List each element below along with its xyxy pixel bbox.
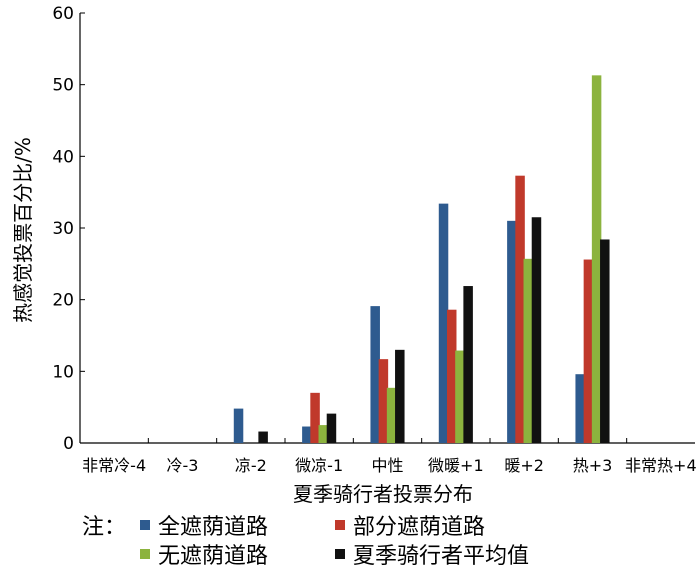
y-tick-label: 40 (52, 147, 74, 167)
bar (326, 413, 337, 443)
legend-item-average: 夏季骑行者平均值 (335, 538, 529, 570)
x-tick-label: 微凉-1 (295, 456, 343, 475)
bar (463, 286, 473, 443)
x-tick-label: 凉-2 (235, 456, 267, 475)
bar (386, 387, 397, 443)
bars (233, 75, 610, 443)
bar (302, 426, 312, 443)
legend-swatch-partial-shade (335, 520, 345, 530)
x-tick-label: 暖+2 (504, 456, 544, 475)
y-tick-label: 20 (52, 291, 74, 311)
legend-item-no-shade: 无遮荫道路 (140, 538, 268, 570)
bar (258, 431, 268, 443)
y-tick-label: 60 (52, 4, 74, 24)
bar (318, 425, 329, 443)
legend: 注： 全遮荫道路 部分遮荫道路 无遮荫道路 夏季骑行者平均值 (0, 505, 700, 569)
bar (531, 217, 542, 443)
legend-label-partial-shade: 部分遮荫道路 (353, 515, 486, 540)
legend-label-no-shade: 无遮荫道路 (158, 544, 269, 569)
legend-label-full-shade: 全遮荫道路 (158, 515, 269, 540)
bar (395, 349, 405, 443)
legend-swatch-no-shade (140, 549, 150, 559)
bar (523, 258, 534, 443)
x-axis-label: 夏季骑行者投票分布 (293, 482, 473, 506)
bar (310, 392, 320, 443)
bar (446, 309, 457, 443)
y-tick-label: 10 (52, 362, 74, 382)
bar (507, 220, 517, 443)
bar (370, 306, 380, 443)
x-tick-label: 微暖+1 (428, 456, 484, 475)
x-tick-label: 热+3 (573, 456, 613, 475)
ticks: 0 10 20 30 40 50 60 非常冷-4 冷-3 凉-2 微凉-1 中性 微暖+1 暖+2 热+3… (52, 4, 696, 475)
bar (583, 259, 594, 443)
x-tick-label: 中性 (371, 456, 403, 475)
bar (515, 175, 525, 443)
y-tick-label: 0 (63, 434, 74, 454)
bar (455, 350, 465, 443)
legend-note-label: 注： (82, 515, 127, 540)
y-tick-label: 30 (52, 219, 74, 239)
bar (591, 75, 602, 443)
legend-item-partial-shade: 部分遮荫道路 (335, 509, 485, 541)
y-tick-label: 50 (52, 76, 74, 96)
x-tick-label: 非常热+4 (625, 456, 697, 475)
bar (378, 359, 389, 443)
bar (438, 203, 449, 443)
x-tick-label: 冷-3 (167, 456, 199, 475)
legend-swatch-average (335, 549, 345, 559)
bar (233, 408, 244, 443)
bar (575, 374, 585, 443)
legend-swatch-full-shade (140, 520, 150, 530)
bar (600, 239, 610, 443)
legend-item-full-shade: 全遮荫道路 (140, 509, 268, 541)
legend-label-average: 夏季骑行者平均值 (353, 544, 530, 569)
x-tick-label: 非常冷-4 (82, 456, 146, 475)
y-axis-label: 热感觉投票百分比/% (11, 137, 35, 323)
